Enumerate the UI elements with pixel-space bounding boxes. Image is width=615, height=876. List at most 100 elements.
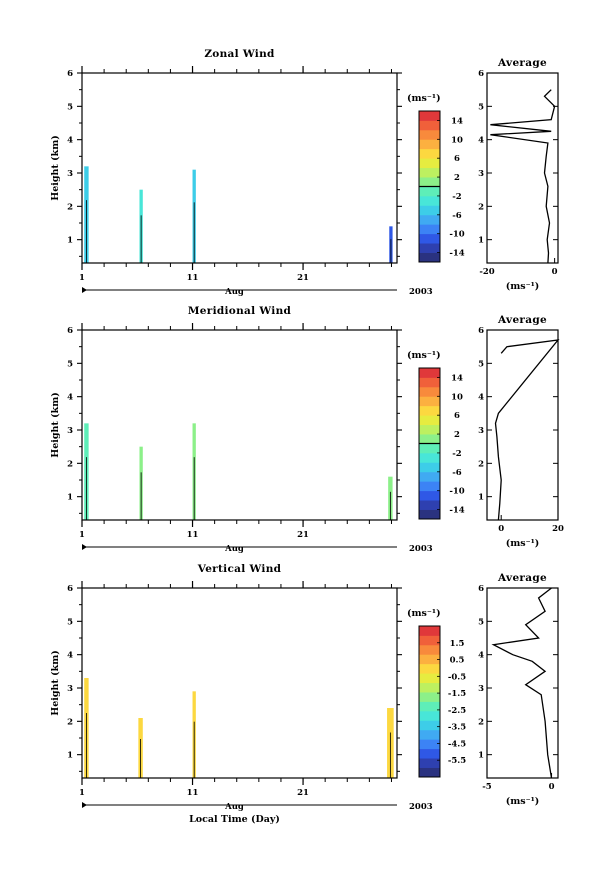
y-axis-label: Height (km): [50, 392, 61, 458]
average-y-tick-label: 4: [478, 136, 484, 146]
colorbar-segment-1: [419, 252, 440, 263]
colorbar-tick-label: 14: [451, 373, 463, 383]
y-axis-label: Height (km): [50, 135, 61, 201]
year-label: 2003: [409, 544, 433, 554]
average-x-axis-label: (ms⁻¹): [506, 796, 540, 807]
y-tick-label: 3: [67, 426, 73, 436]
colorbar-tick-label: -2: [452, 192, 462, 202]
y-tick-label: 4: [67, 393, 73, 403]
colorbar-segment-13: [419, 396, 440, 407]
colorbar-segment-12: [419, 405, 440, 416]
average-x-axis-label: (ms⁻¹): [506, 281, 540, 292]
average-title: Average: [497, 572, 547, 584]
y-tick-label: 2: [67, 459, 73, 469]
plot-frame: [81, 587, 398, 779]
x-tick-label: 11: [187, 273, 199, 283]
average-y-tick-label: 1: [478, 751, 484, 761]
x-tick-label: 21: [297, 273, 309, 283]
colorbar-tick-label: -10: [449, 230, 464, 240]
y-tick-label: 4: [67, 136, 73, 146]
colorbar-segment-5: [419, 471, 440, 482]
y-tick-label: 6: [67, 69, 73, 79]
y-tick-label: 6: [67, 326, 73, 336]
plot-frame: [81, 329, 398, 521]
average-y-tick-label: 1: [478, 236, 484, 246]
average-y-tick-label: 4: [478, 651, 484, 661]
y-tick-label: 2: [67, 717, 73, 727]
colorbar-tick-label: -1.5: [448, 689, 466, 699]
x-axis-label: Local Time (Day): [189, 814, 280, 825]
colorbar-segment-4: [419, 739, 440, 750]
average-x-tick-label: 0: [552, 267, 558, 277]
colorbar-segment-14: [419, 644, 440, 655]
y-tick-label: 1: [67, 751, 73, 761]
colorbar-segment-16: [419, 111, 440, 121]
average-frame: [486, 329, 559, 521]
y-tick-label: 1: [67, 236, 73, 246]
y-tick-label: 1: [67, 493, 73, 503]
colorbar-segment-6: [419, 462, 440, 473]
average-y-tick-label: 3: [478, 169, 484, 179]
average-y-tick-label: 5: [478, 359, 484, 369]
colorbar-tick-label: -14: [449, 506, 464, 516]
colorbar-tick-label: -5.5: [448, 756, 466, 766]
month-label: Aug: [224, 802, 244, 812]
colorbar-segment-15: [419, 635, 440, 646]
colorbar-tick-label: -2.5: [448, 706, 466, 716]
colorbar-segment-6: [419, 205, 440, 216]
average-y-tick-label: 2: [478, 202, 484, 212]
average-y-tick-label: 2: [478, 717, 484, 727]
average-profile-line: [490, 89, 556, 264]
average-x-axis-label: (ms⁻¹): [506, 538, 540, 549]
x-tick-label: 11: [187, 530, 199, 540]
colorbar-segment-7: [419, 710, 440, 721]
month-label: Aug: [224, 544, 244, 554]
average-y-tick-label: 6: [478, 69, 484, 79]
colorbar-segment-10: [419, 682, 440, 693]
colorbar-segment-7: [419, 452, 440, 463]
plot-frame: [81, 72, 398, 264]
x-tick-label: 1: [79, 273, 85, 283]
colorbar-segment-8: [419, 186, 440, 197]
date-bar-arrow-icon: [82, 544, 87, 550]
colorbar-tick-label: 10: [451, 392, 463, 402]
average-profile-line: [491, 587, 553, 779]
average-x-tick-label: 20: [552, 524, 564, 534]
average-y-tick-label: 2: [478, 459, 484, 469]
colorbar-segment-6: [419, 720, 440, 731]
y-tick-label: 4: [67, 651, 73, 661]
colorbar-tick-label: -4.5: [448, 739, 466, 749]
colorbar-segment-10: [419, 424, 440, 435]
colorbar-segment-13: [419, 654, 440, 665]
colorbar-segment-5: [419, 729, 440, 740]
panel-title: Meridional Wind: [188, 305, 292, 317]
y-tick-label: 5: [67, 359, 73, 369]
colorbar-segment-2: [419, 500, 440, 510]
average-y-tick-label: 3: [478, 426, 484, 436]
colorbar-segment-8: [419, 443, 440, 454]
colorbar-segment-11: [419, 415, 440, 426]
colorbar-frame: [418, 625, 441, 778]
colorbar-segment-4: [419, 481, 440, 492]
colorbar-tick-label: -14: [449, 249, 464, 259]
y-tick-label: 6: [67, 584, 73, 594]
y-tick-label: 2: [67, 202, 73, 212]
average-x-tick-label: -5: [482, 782, 492, 792]
y-tick-label: 5: [67, 617, 73, 627]
colorbar-unit-label: (ms⁻¹): [407, 350, 441, 361]
colorbar-segment-9: [419, 177, 440, 187]
average-frame: [486, 72, 559, 264]
colorbar-segment-1: [419, 767, 440, 778]
colorbar-segment-9: [419, 434, 440, 444]
colorbar-segment-10: [419, 167, 440, 178]
colorbar-unit-label: (ms⁻¹): [407, 608, 441, 619]
y-axis-label: Height (km): [50, 650, 61, 716]
colorbar-segment-3: [419, 233, 440, 244]
average-y-tick-label: 4: [478, 393, 484, 403]
date-bar-arrow-icon: [82, 287, 87, 293]
y-tick-label: 3: [67, 169, 73, 179]
colorbar-tick-label: -10: [449, 487, 464, 497]
colorbar-tick-label: -2: [452, 449, 462, 459]
average-y-tick-label: 6: [478, 584, 484, 594]
